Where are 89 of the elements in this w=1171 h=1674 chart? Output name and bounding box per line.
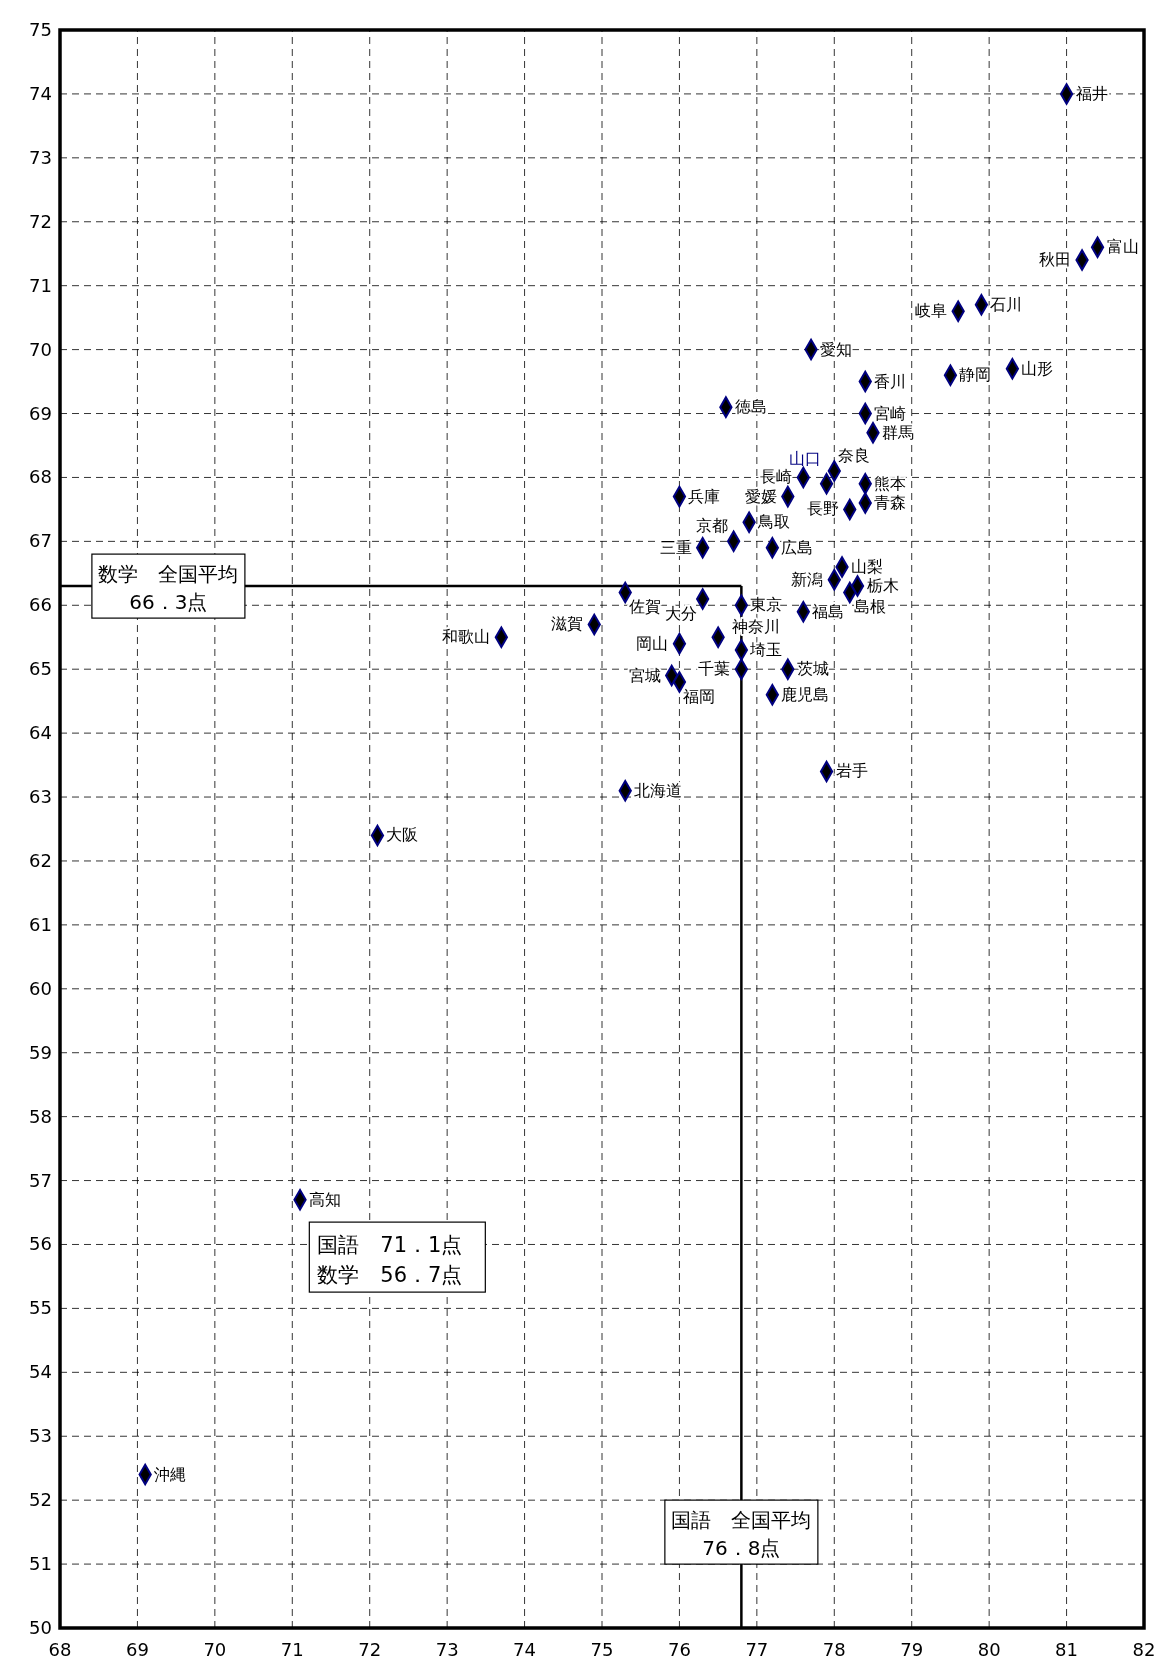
- y-tick-label: 65: [29, 658, 52, 680]
- y-tick-label: 74: [29, 82, 52, 104]
- series-label: 高知: [309, 1189, 342, 1209]
- series-label: 大阪: [386, 825, 419, 845]
- x-tick-label: 72: [358, 1639, 382, 1660]
- series-label: 青森: [874, 493, 907, 513]
- series-label: 秋田: [1039, 250, 1072, 270]
- y-tick-label: 66: [29, 594, 52, 616]
- series-label: 鳥取: [757, 512, 791, 532]
- series-label: 埼玉: [749, 640, 783, 660]
- y-tick-label: 56: [29, 1233, 52, 1255]
- series-label: 群馬: [882, 422, 914, 442]
- y-tick-label: 73: [29, 146, 52, 168]
- series-label: 宮城: [628, 665, 661, 685]
- series-label: 福島: [812, 601, 845, 621]
- series-label: 岐阜: [915, 301, 948, 321]
- ref-line-label: 数学 全国平均 66．3点: [98, 562, 239, 615]
- series-label: 兵庫: [688, 486, 721, 506]
- series-label: 福井: [1075, 83, 1108, 103]
- x-tick-label: 69: [125, 1639, 149, 1660]
- y-tick-label: 68: [29, 466, 52, 488]
- y-tick-label: 60: [29, 977, 52, 999]
- x-tick-label: 77: [745, 1639, 769, 1660]
- series-label: 広島: [781, 537, 814, 557]
- y-tick-label: 62: [29, 849, 52, 871]
- series-label: 熊本: [874, 473, 907, 493]
- y-tick-label: 71: [29, 274, 52, 296]
- series-label: 栃木: [866, 576, 899, 596]
- series-label: 徳島: [734, 397, 767, 417]
- series-label: 愛媛: [744, 486, 777, 506]
- y-tick-label: 61: [29, 913, 52, 935]
- x-tick-label: 81: [1055, 1639, 1079, 1660]
- y-tick-label: 72: [29, 210, 52, 232]
- annotation: 数学 56．7点: [317, 1263, 463, 1288]
- series-label: 長野: [806, 499, 839, 519]
- series-label: 大分: [664, 603, 697, 623]
- x-tick-label: 75: [590, 1639, 614, 1660]
- series-label: 石川: [990, 294, 1023, 314]
- series-label: 岩手: [835, 761, 868, 781]
- y-tick-label: 64: [29, 722, 52, 744]
- series-label: 滋賀: [551, 614, 584, 634]
- series-label: 三重: [659, 537, 692, 557]
- y-tick-label: 75: [29, 19, 52, 40]
- series-label: 静岡: [959, 365, 992, 385]
- y-tick-label: 58: [29, 1105, 52, 1127]
- y-tick-label: 59: [29, 1041, 52, 1063]
- ref-line-label: 国語 全国平均 76．8点: [671, 1508, 812, 1561]
- y-tick-label: 50: [29, 1617, 52, 1638]
- series-label: 北海道: [634, 780, 683, 800]
- series-label: 奈良: [838, 446, 871, 466]
- series-label: 佐賀: [629, 597, 662, 617]
- y-tick-label: 51: [29, 1553, 52, 1575]
- y-tick-label: 52: [29, 1489, 52, 1511]
- x-tick-label: 79: [900, 1639, 924, 1660]
- x-tick-label: 70: [203, 1639, 227, 1660]
- series-label: 山口: [788, 448, 821, 468]
- series-label: 和歌山: [442, 627, 491, 647]
- x-tick-label: 82: [1132, 1639, 1156, 1660]
- x-tick-label: 80: [977, 1639, 1001, 1660]
- y-tick-label: 54: [29, 1361, 52, 1383]
- series-label: 長崎: [760, 467, 793, 487]
- y-tick-label: 55: [29, 1297, 52, 1319]
- series-label: 山梨: [851, 556, 884, 576]
- series-label: 京都: [695, 516, 728, 536]
- series-label: 岡山: [636, 633, 669, 653]
- y-tick-label: 63: [29, 786, 52, 808]
- series-label: 鹿児島: [781, 684, 830, 704]
- x-tick-label: 68: [48, 1639, 72, 1660]
- annotation: 国語 71．1点: [317, 1233, 463, 1258]
- series-label: 山形: [1021, 358, 1054, 378]
- y-tick-label: 57: [29, 1169, 52, 1191]
- y-tick-label: 70: [29, 338, 52, 360]
- series-label: 香川: [874, 371, 907, 391]
- series-label: 東京: [750, 595, 783, 615]
- x-tick-label: 73: [435, 1639, 459, 1660]
- series-label: 福岡: [683, 686, 716, 706]
- x-tick-label: 78: [822, 1639, 846, 1660]
- series-label: 茨城: [796, 659, 829, 679]
- y-tick-label: 69: [29, 402, 52, 424]
- series-label: 愛知: [820, 339, 853, 359]
- x-tick-label: 71: [280, 1639, 304, 1660]
- series-label: 富山: [1106, 237, 1139, 257]
- series-label: 千葉: [698, 659, 731, 679]
- y-tick-label: 53: [29, 1425, 52, 1447]
- series-label: 新潟: [791, 569, 824, 589]
- series-label: 沖縄: [154, 1464, 187, 1484]
- y-tick-label: 67: [29, 530, 52, 552]
- x-tick-label: 76: [667, 1639, 691, 1660]
- x-tick-label: 74: [513, 1639, 537, 1660]
